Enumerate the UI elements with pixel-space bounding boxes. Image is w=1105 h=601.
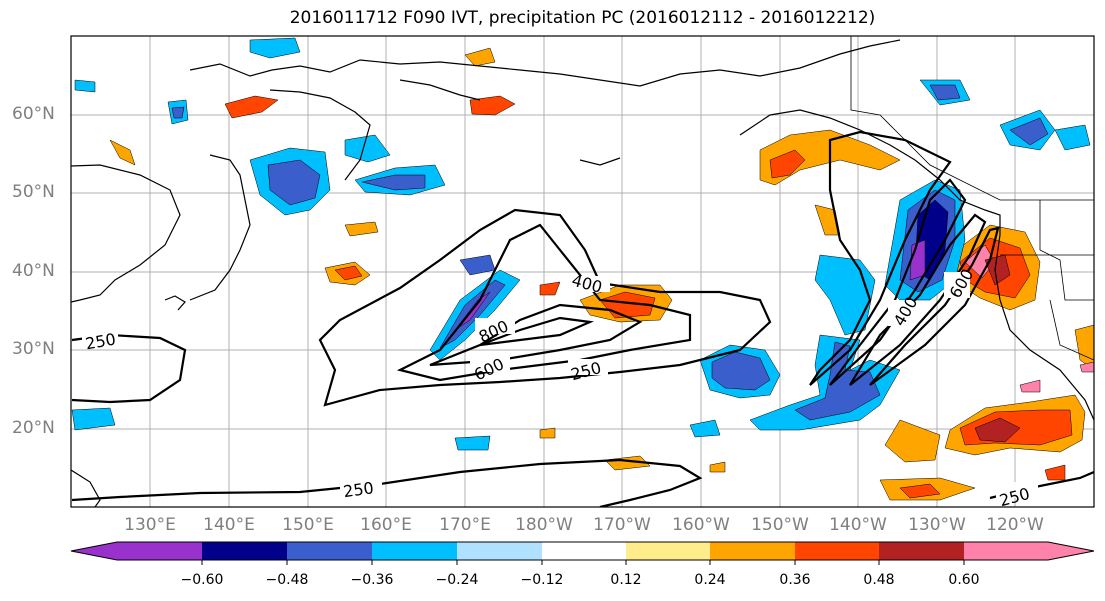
lon-label: 170°W	[593, 515, 651, 535]
colorbar-segment	[964, 542, 1048, 560]
lon-label: 140°E	[203, 515, 255, 535]
colorbar-extend-high	[1048, 542, 1094, 560]
colorbar-segment	[879, 542, 964, 560]
colorbar-tick-label: 0.36	[779, 572, 811, 588]
ivt-contour-labels: 250 400 600 800 250 250 250 400 600	[82, 265, 1038, 510]
lon-label: 160°W	[672, 515, 730, 535]
colorbar-segment	[457, 542, 542, 560]
colorbar	[70, 541, 1095, 565]
ivt-contours	[71, 130, 1094, 507]
lon-label: 150°W	[751, 515, 809, 535]
colorbar-segment	[795, 542, 879, 560]
lon-label: 180°W	[515, 515, 573, 535]
contour-label: 250	[997, 484, 1031, 510]
map-plot-area: 250 400 600 800 250 250 250 400 600	[71, 36, 1094, 510]
map-frame	[70, 35, 1095, 508]
colorbar-extend-low	[71, 542, 117, 560]
lon-label: 120°W	[986, 515, 1044, 535]
map-title: 2016011712 F090 IVT, precipitation PC (2…	[289, 8, 876, 28]
lon-label: 130°E	[124, 515, 176, 535]
lat-label: 50°N	[12, 182, 55, 202]
colorbar-segment	[287, 542, 372, 560]
colorbar-tick-label: 0.24	[694, 572, 726, 588]
lon-label: 160°E	[360, 515, 412, 535]
lat-label: 30°N	[12, 339, 55, 359]
lon-label: 130°W	[908, 515, 966, 535]
colorbar-tick-label: −0.48	[265, 572, 309, 588]
lat-label: 60°N	[12, 104, 55, 124]
colorbar-tick-label: −0.24	[435, 572, 479, 588]
precip-shading	[71, 37, 1094, 501]
colorbar-tick-label: −0.36	[350, 572, 394, 588]
colorbar-segment	[372, 542, 457, 560]
contour-label: 250	[342, 478, 375, 501]
political-borders	[850, 36, 1094, 361]
colorbar-segment	[117, 542, 202, 560]
coastlines	[71, 39, 1094, 507]
lon-label: 170°E	[439, 515, 491, 535]
contour-label: 400	[570, 271, 604, 297]
lat-label: 40°N	[12, 261, 55, 281]
colorbar-segment	[626, 542, 710, 560]
colorbar-tick-label: 0.12	[610, 572, 642, 588]
colorbar-tick-label: −0.60	[180, 572, 224, 588]
lat-label: 20°N	[12, 418, 55, 438]
lon-label: 140°W	[829, 515, 887, 535]
colorbar-segment	[202, 542, 287, 560]
colorbar-tick-label: 0.60	[948, 572, 980, 588]
colorbar-segment	[710, 542, 795, 560]
colorbar-segment	[542, 542, 626, 560]
colorbar-tick-label: 0.48	[863, 572, 895, 588]
lon-label: 150°E	[282, 515, 334, 535]
colorbar-tick-label: −0.12	[520, 572, 564, 588]
